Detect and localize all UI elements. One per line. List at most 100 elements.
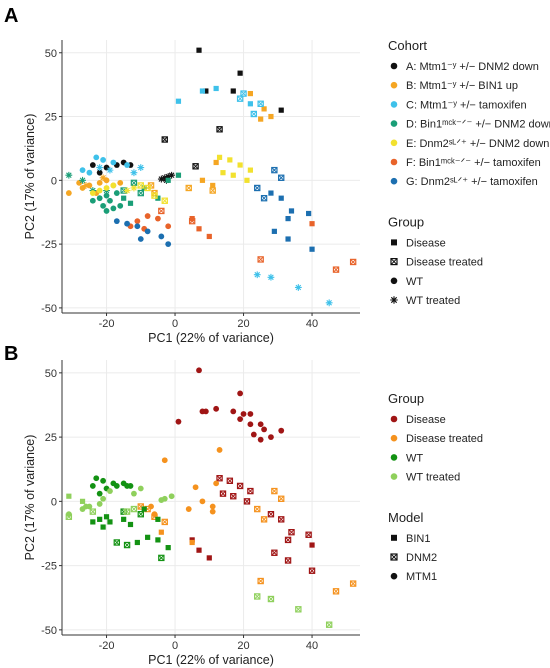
data-point bbox=[93, 154, 100, 161]
data-point bbox=[278, 107, 284, 113]
data-point bbox=[185, 184, 192, 192]
data-point bbox=[237, 390, 244, 397]
data-point bbox=[161, 518, 168, 526]
data-point bbox=[199, 408, 206, 415]
x-tick-label: 20 bbox=[237, 640, 249, 652]
data-point bbox=[161, 174, 169, 182]
data-point bbox=[103, 164, 110, 171]
y-tick-label: 0 bbox=[51, 175, 57, 187]
data-point bbox=[199, 498, 206, 505]
legend-key bbox=[390, 120, 398, 127]
data-point bbox=[199, 88, 206, 94]
x-tick-label: 40 bbox=[306, 640, 318, 652]
legend-key bbox=[391, 239, 397, 246]
data-point bbox=[96, 187, 103, 194]
data-point bbox=[151, 192, 158, 199]
y-tick-label: -25 bbox=[41, 561, 57, 573]
data-point bbox=[97, 516, 103, 522]
data-point bbox=[100, 477, 107, 484]
data-point bbox=[254, 593, 261, 600]
legend-label: G: Dnm2ˢᴸᐟ⁺ +/− tamoxifen bbox=[406, 176, 538, 188]
data-point bbox=[325, 299, 333, 307]
data-point bbox=[141, 185, 147, 191]
data-point bbox=[210, 182, 216, 189]
data-point bbox=[158, 233, 165, 240]
legend-label: C: Mtm1⁻ʸ +/− tamoxifen bbox=[406, 99, 527, 111]
data-point bbox=[278, 427, 285, 434]
data-point bbox=[89, 483, 96, 489]
legend-label: D: Bin1ᵐᶜᵏ⁻ᐟ⁻ +/− DNM2 down bbox=[406, 119, 550, 131]
data-point bbox=[107, 197, 113, 204]
data-point bbox=[230, 172, 236, 178]
data-point bbox=[213, 85, 219, 92]
data-point bbox=[219, 490, 227, 497]
data-point bbox=[155, 516, 161, 522]
data-point bbox=[144, 213, 151, 219]
data-point bbox=[134, 218, 141, 225]
data-point bbox=[134, 539, 140, 546]
data-point bbox=[89, 508, 97, 515]
data-point bbox=[144, 184, 151, 192]
data-point bbox=[237, 416, 244, 423]
legend-key bbox=[390, 415, 398, 423]
legend-label: WT bbox=[406, 276, 423, 288]
data-points bbox=[65, 47, 357, 307]
data-point bbox=[168, 493, 175, 500]
data-point bbox=[192, 163, 199, 170]
data-point bbox=[288, 528, 295, 536]
data-point bbox=[86, 503, 93, 510]
data-point bbox=[285, 236, 291, 242]
legend-label: WT treated bbox=[406, 295, 460, 307]
y-tick-label: 25 bbox=[45, 432, 57, 444]
data-point bbox=[267, 511, 275, 518]
y-axis-title: PC2 (17% of variance) bbox=[23, 114, 37, 240]
data-point bbox=[82, 182, 90, 189]
data-point bbox=[284, 536, 292, 544]
data-point bbox=[325, 621, 333, 628]
data-point bbox=[209, 508, 216, 515]
data-point bbox=[209, 503, 216, 510]
legend-label: BIN1 bbox=[406, 533, 430, 545]
data-point bbox=[247, 421, 254, 428]
data-point bbox=[103, 208, 110, 214]
data-point bbox=[257, 436, 264, 443]
data-point bbox=[127, 200, 134, 206]
data-point bbox=[124, 162, 130, 168]
data-point bbox=[253, 271, 261, 279]
data-point bbox=[196, 367, 202, 374]
data-point bbox=[110, 159, 117, 166]
data-point bbox=[216, 447, 223, 453]
data-point bbox=[89, 190, 96, 196]
x-tick-label: 20 bbox=[237, 318, 249, 330]
data-point bbox=[100, 495, 107, 502]
legend-key bbox=[391, 534, 397, 541]
data-point bbox=[257, 100, 264, 107]
data-point bbox=[227, 157, 233, 163]
data-point bbox=[161, 136, 168, 143]
data-point bbox=[271, 166, 278, 174]
legend-title: Group bbox=[388, 391, 424, 406]
data-point bbox=[261, 426, 267, 433]
data-point bbox=[124, 220, 130, 227]
data-point bbox=[250, 431, 257, 438]
gridlines bbox=[62, 360, 360, 635]
data-point bbox=[196, 47, 202, 53]
data-point bbox=[165, 241, 172, 248]
data-point bbox=[189, 539, 195, 546]
x-axis-title: PC1 (22% of variance) bbox=[148, 653, 274, 667]
data-point bbox=[165, 223, 172, 230]
data-point bbox=[79, 506, 86, 512]
data-point bbox=[268, 113, 274, 120]
data-point bbox=[185, 506, 192, 512]
data-point bbox=[137, 189, 144, 197]
data-point bbox=[216, 475, 223, 482]
data-point bbox=[261, 106, 267, 112]
data-point bbox=[308, 567, 316, 574]
data-point bbox=[110, 182, 117, 189]
y-tick-label: 50 bbox=[45, 48, 57, 60]
data-point bbox=[137, 164, 145, 171]
data-point bbox=[89, 162, 96, 168]
data-point bbox=[65, 190, 72, 196]
data-point bbox=[309, 542, 315, 548]
legend-key bbox=[390, 473, 398, 480]
